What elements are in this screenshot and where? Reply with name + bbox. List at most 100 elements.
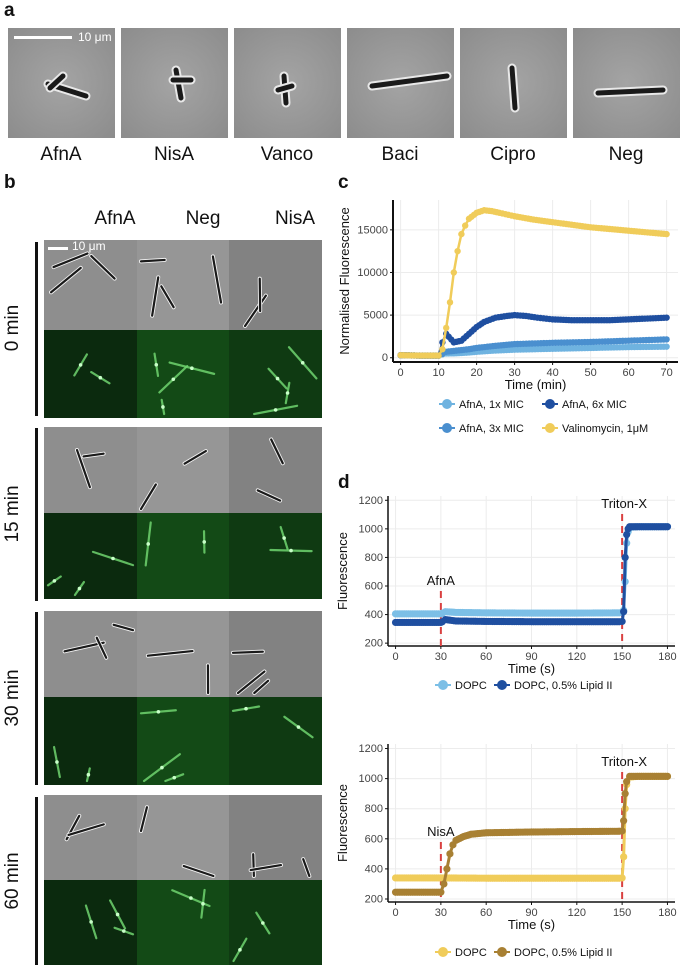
- scalebar-label: 10 μm: [72, 239, 106, 253]
- phase-image-afna-30min: [44, 611, 137, 697]
- cells-layer: [73, 353, 111, 385]
- panel-d-letter: d: [338, 472, 350, 493]
- fluorescent-spot: [98, 375, 103, 380]
- fluor-image-neg-60min: [137, 880, 230, 965]
- y-tick-label: 600: [365, 833, 383, 845]
- fluor-image-neg-30min: [137, 697, 230, 785]
- fluorescent-spot: [115, 912, 120, 917]
- phase-image-nisa-60min: [229, 795, 322, 880]
- cells-layer: [145, 649, 211, 695]
- bacterial-cell: [112, 623, 135, 632]
- cells-layer: [171, 888, 211, 919]
- timepoint-label-0: 0 min: [2, 304, 23, 352]
- x-axis-label: Time (min): [505, 377, 567, 392]
- data-point: [623, 778, 631, 786]
- timepoint-bar-0: [35, 242, 38, 416]
- y-tick-label: 200: [365, 638, 383, 650]
- bacterial-cell: [270, 438, 284, 465]
- y-tick-label: 15000: [357, 224, 388, 236]
- tile-label-vanco: Vanco: [260, 144, 314, 165]
- fluorescent-spot: [300, 360, 305, 365]
- scalebar-line: [48, 247, 68, 250]
- cell-drawing: [43, 71, 91, 101]
- y-tick-label: 800: [365, 552, 383, 564]
- x-tick-label: 180: [658, 907, 676, 919]
- fluorescent-spot: [111, 556, 115, 561]
- fluor-image-nisa-15min: [229, 513, 322, 599]
- column-header-neg: Neg: [185, 208, 221, 229]
- bacterial-cell: [509, 65, 518, 111]
- fluorescent-spot: [78, 363, 83, 367]
- data-point: [621, 790, 629, 798]
- y-axis-label: Fluorescence: [335, 532, 350, 610]
- cell-drawing: [367, 71, 452, 91]
- bacterial-cell: [75, 448, 91, 489]
- data-point: [437, 888, 445, 896]
- bacterial-cell: [256, 489, 282, 502]
- y-tick-label: 1200: [359, 495, 383, 507]
- column-header-nisa: NisA: [274, 208, 316, 229]
- phase-image-neg-15min: [137, 427, 230, 513]
- cell-drawing: [273, 71, 297, 108]
- timepoint-bar-30: [35, 612, 38, 785]
- cell-drawing: [168, 65, 196, 103]
- cells-layer: [144, 521, 207, 567]
- legend-label: AfnA, 1x MIC: [459, 399, 524, 411]
- data-point: [663, 343, 670, 350]
- data-point: [450, 269, 457, 276]
- fluor-image-afna-60min: [44, 880, 137, 965]
- y-tick-label: 400: [365, 609, 383, 621]
- x-tick-label: 180: [658, 651, 676, 663]
- data-point: [663, 336, 670, 343]
- x-tick-label: 150: [613, 907, 631, 919]
- bacterial-cell: [236, 670, 266, 695]
- bacterial-cell: [302, 858, 311, 878]
- legend-label: DOPC: [455, 680, 487, 692]
- bacterial-cell: [63, 641, 105, 653]
- fluorescent-spot: [289, 548, 293, 553]
- bacterial-cell: [595, 87, 666, 96]
- x-tick-label: 10: [432, 367, 444, 379]
- panel-a-letter: a: [4, 0, 15, 21]
- phase-image-neg-60min: [137, 795, 230, 880]
- x-tick-label: 120: [568, 907, 586, 919]
- bacterial-cell: [160, 285, 175, 309]
- bacterial-cell: [95, 636, 108, 659]
- phase-image-nisa-15min: [229, 427, 322, 513]
- x-tick-label: 60: [480, 651, 492, 663]
- fluorescent-spot: [154, 362, 159, 367]
- annotation-label: NisA: [427, 824, 455, 839]
- cells-layer: [46, 550, 135, 597]
- data-point: [663, 314, 670, 321]
- data-point: [663, 772, 672, 780]
- micrograph-tile-afna: [8, 28, 115, 138]
- x-tick-label: 40: [546, 367, 558, 379]
- x-tick-label: 20: [470, 367, 482, 379]
- fluorescent-spot: [52, 579, 57, 583]
- data-point: [454, 247, 461, 255]
- panel-c-letter: c: [338, 172, 349, 193]
- fluor-image-afna-15min: [44, 513, 137, 599]
- legend-label: DOPC: [455, 947, 487, 959]
- y-tick-label: 200: [365, 893, 383, 905]
- column-header-afna: AfnA: [94, 208, 136, 229]
- phase-image-nisa-30min: [229, 611, 322, 697]
- cells-layer: [52, 745, 91, 783]
- tile-label-afna: AfnA: [40, 144, 82, 165]
- x-tick-label: 50: [584, 367, 596, 379]
- x-tick-label: 30: [435, 907, 447, 919]
- fluorescent-spot: [146, 542, 151, 546]
- x-axis-label: Time (s): [508, 661, 555, 676]
- bacterial-cell: [139, 483, 157, 511]
- chart-d-nisa: 0 30 60 90 120 150 180 200 400 600 800 1000 1200 Time…: [335, 743, 677, 959]
- cells-layer: [255, 437, 285, 503]
- fluorescent-spot: [121, 929, 126, 933]
- tile-label-neg: Neg: [608, 144, 644, 165]
- bacterial-cell: [275, 83, 295, 93]
- x-tick-label: 0: [398, 367, 404, 379]
- fluorescent-spot: [190, 366, 194, 370]
- phase-image-afna-15min: [44, 427, 137, 513]
- data-point: [623, 530, 631, 539]
- fluorescent-spot: [172, 775, 177, 780]
- data-point: [443, 324, 450, 332]
